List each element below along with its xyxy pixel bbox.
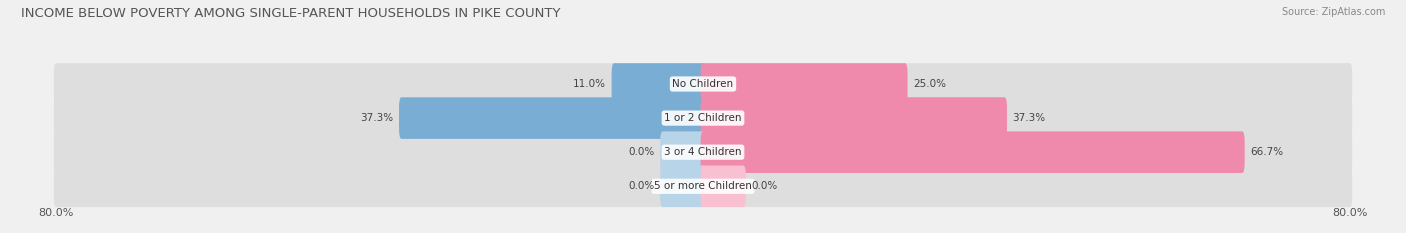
FancyBboxPatch shape	[661, 165, 706, 207]
Text: 0.0%: 0.0%	[628, 181, 655, 191]
FancyBboxPatch shape	[53, 97, 1353, 139]
FancyBboxPatch shape	[53, 63, 1353, 105]
Text: 1 or 2 Children: 1 or 2 Children	[664, 113, 742, 123]
Text: 0.0%: 0.0%	[752, 181, 778, 191]
Text: 11.0%: 11.0%	[574, 79, 606, 89]
FancyBboxPatch shape	[700, 131, 1244, 173]
Text: 25.0%: 25.0%	[914, 79, 946, 89]
FancyBboxPatch shape	[700, 165, 745, 207]
Text: 66.7%: 66.7%	[1250, 147, 1284, 157]
FancyBboxPatch shape	[700, 97, 1007, 139]
Text: Source: ZipAtlas.com: Source: ZipAtlas.com	[1281, 7, 1385, 17]
FancyBboxPatch shape	[53, 165, 1353, 207]
Text: INCOME BELOW POVERTY AMONG SINGLE-PARENT HOUSEHOLDS IN PIKE COUNTY: INCOME BELOW POVERTY AMONG SINGLE-PARENT…	[21, 7, 561, 20]
Text: 5 or more Children: 5 or more Children	[654, 181, 752, 191]
FancyBboxPatch shape	[612, 63, 706, 105]
Text: 0.0%: 0.0%	[628, 147, 655, 157]
FancyBboxPatch shape	[661, 131, 706, 173]
Text: 37.3%: 37.3%	[1012, 113, 1046, 123]
FancyBboxPatch shape	[399, 97, 706, 139]
Text: 3 or 4 Children: 3 or 4 Children	[664, 147, 742, 157]
Text: No Children: No Children	[672, 79, 734, 89]
FancyBboxPatch shape	[53, 131, 1353, 173]
Text: 37.3%: 37.3%	[360, 113, 394, 123]
FancyBboxPatch shape	[700, 63, 907, 105]
